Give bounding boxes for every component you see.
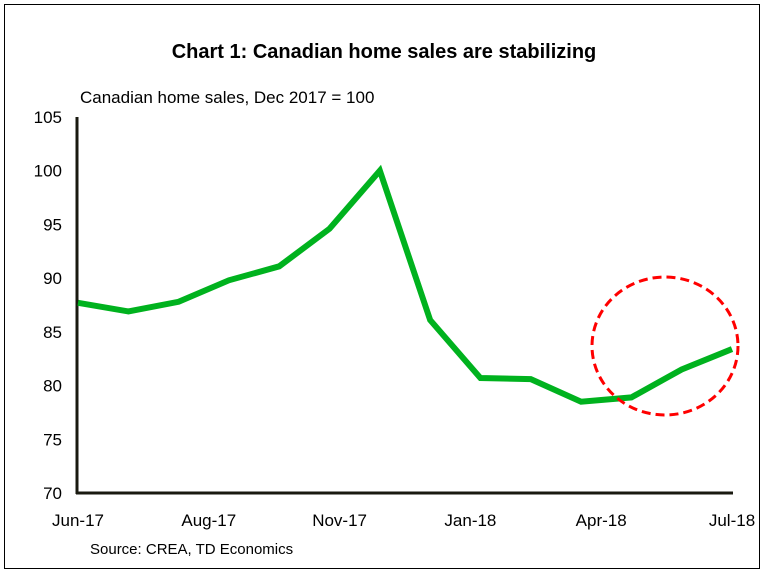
y-tick-label: 90 <box>43 269 62 288</box>
y-tick-label: 95 <box>43 215 62 234</box>
y-tick-label: 80 <box>43 377 62 396</box>
x-tick-label: Jan-18 <box>444 511 496 530</box>
x-tick-label: Jun-17 <box>52 511 104 530</box>
chart-source: Source: CREA, TD Economics <box>90 541 293 558</box>
y-tick-label: 70 <box>43 484 62 503</box>
series-line <box>77 164 734 405</box>
x-tick-label: Apr-18 <box>576 511 627 530</box>
chart-title: Chart 1: Canadian home sales are stabili… <box>172 41 597 63</box>
x-tick-label: Jul-18 <box>709 511 755 530</box>
x-tick-label: Nov-17 <box>312 511 367 530</box>
x-tick-label: Aug-17 <box>181 511 236 530</box>
y-tick-label: 75 <box>43 430 62 449</box>
y-tick-label: 100 <box>34 162 62 181</box>
y-tick-label: 85 <box>43 323 62 342</box>
y-tick-label: 105 <box>34 108 62 127</box>
chart-border <box>4 4 760 569</box>
highlight-ellipse <box>590 275 740 417</box>
chart-subtitle: Canadian home sales, Dec 2017 = 100 <box>80 88 374 107</box>
